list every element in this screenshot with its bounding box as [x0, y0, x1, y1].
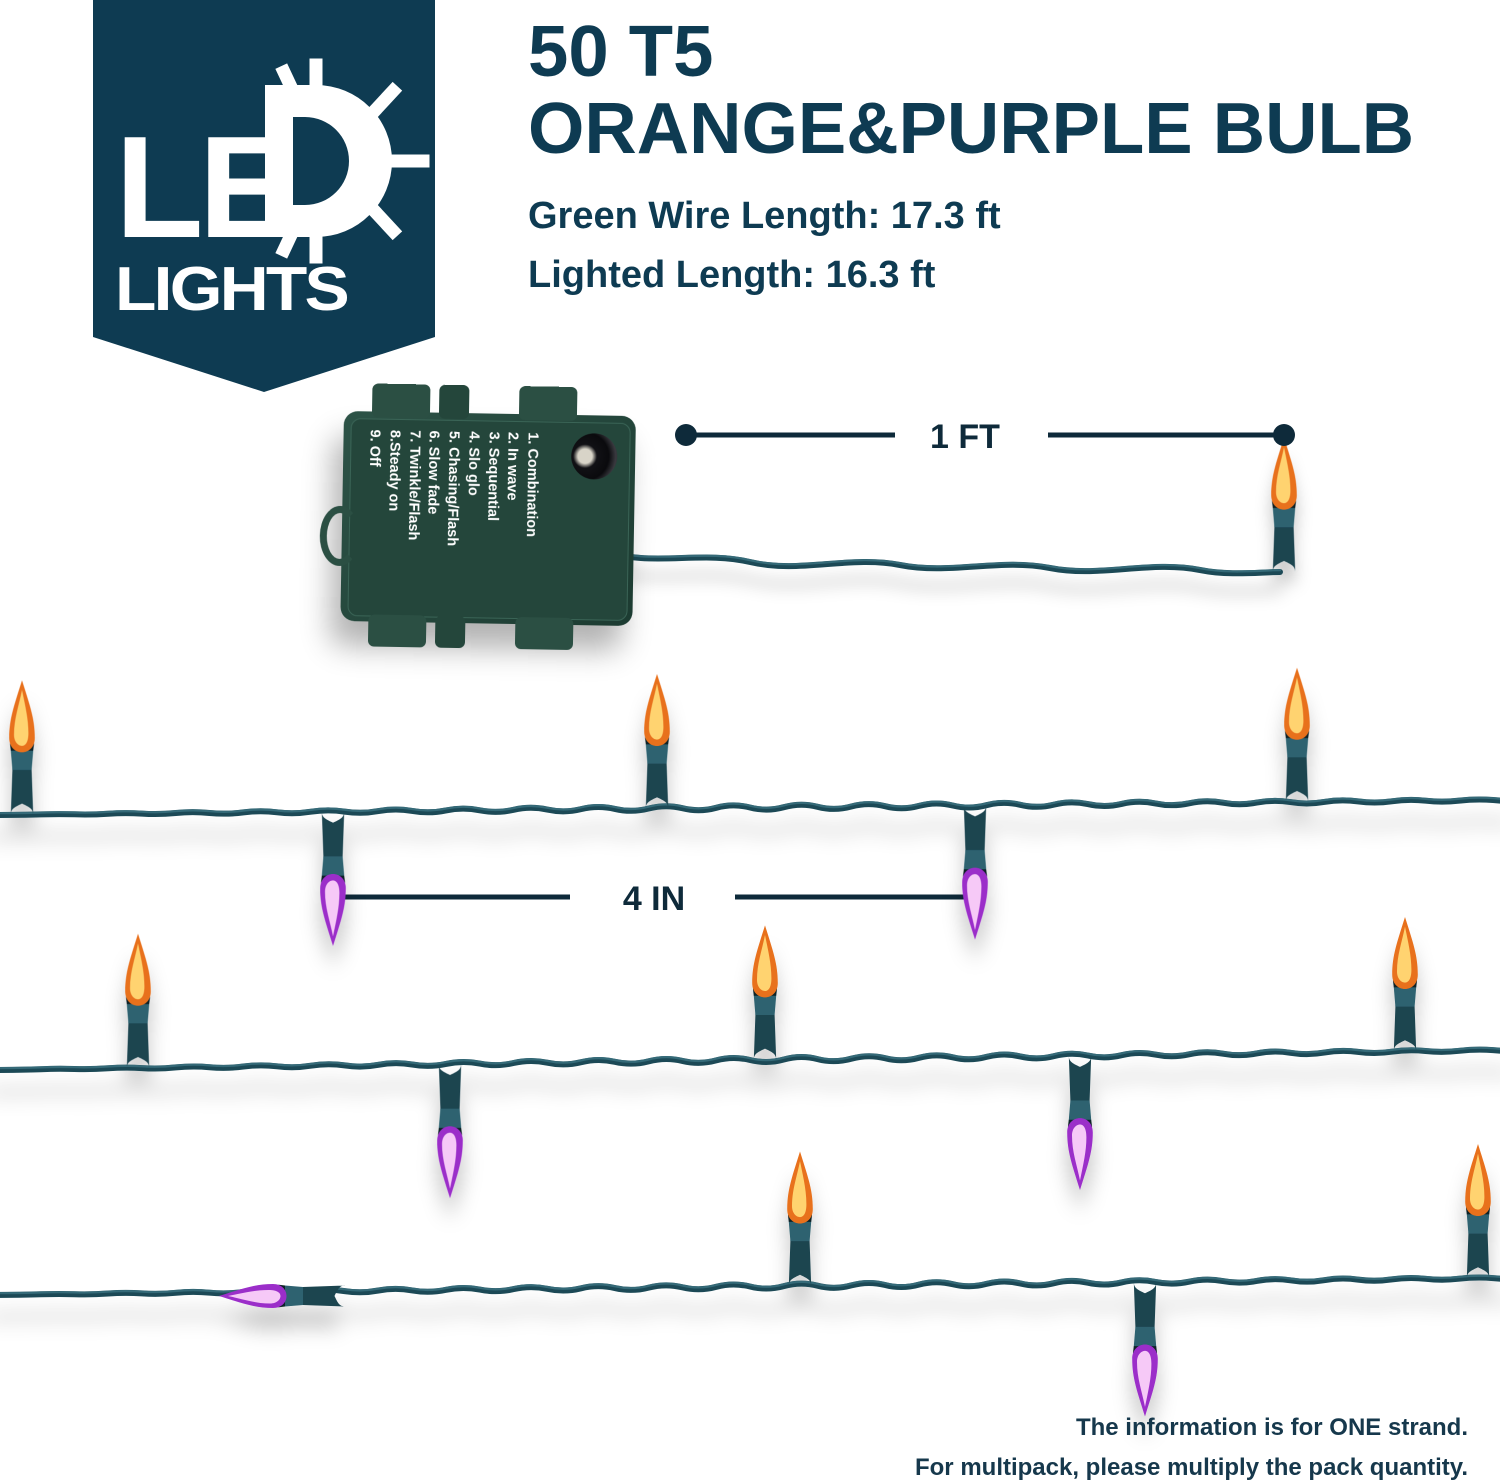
svg-text:1 FT: 1 FT [930, 418, 1000, 456]
svg-text:LE: LE [115, 106, 291, 268]
svg-text:LIGHTS: LIGHTS [115, 255, 347, 324]
